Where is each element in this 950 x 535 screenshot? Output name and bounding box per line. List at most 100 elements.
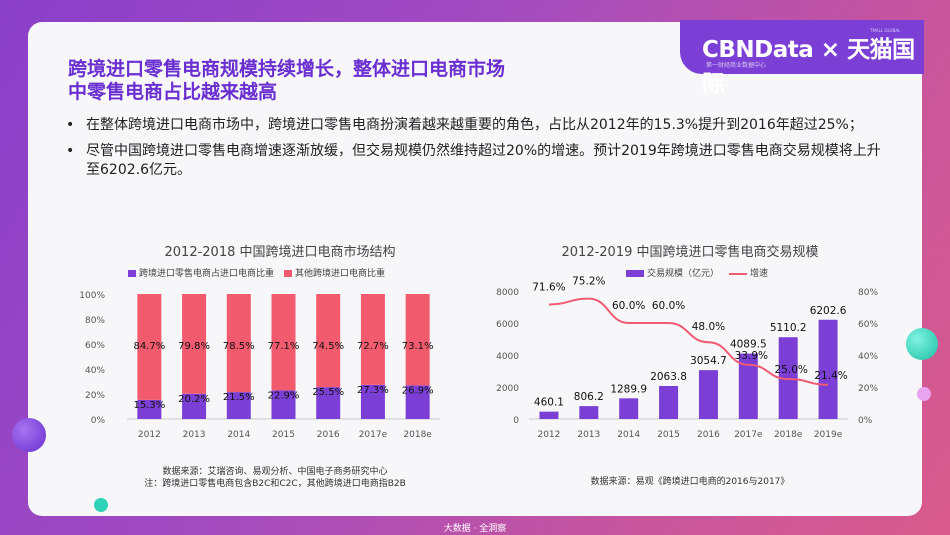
x-tick-label: 2016 — [317, 430, 340, 440]
bar-other — [182, 294, 207, 394]
y-tick-label: 2000 — [496, 384, 519, 394]
data-label: 72.7% — [357, 341, 389, 352]
chart2-title: 2012-2019 中国跨境进口零售电商交易规模 — [561, 245, 819, 260]
bar-retail — [137, 399, 162, 419]
line-label: 75.2% — [572, 276, 605, 288]
data-label: 84.7% — [133, 341, 165, 352]
bar-other — [137, 294, 162, 400]
decorative-circle — [12, 418, 46, 452]
bar-label: 3054.7 — [690, 355, 727, 367]
x-tick-label: 2015 — [272, 430, 295, 440]
bar-other — [226, 294, 251, 393]
bar — [579, 406, 599, 419]
data-label: 73.1% — [402, 341, 434, 352]
data-label: 77.1% — [268, 341, 300, 352]
bar — [818, 319, 838, 419]
line-label: 21.4% — [814, 370, 847, 382]
bar-retail — [226, 392, 251, 419]
x-tick-label: 2014 — [227, 430, 250, 440]
y-tick-label: 40% — [85, 366, 105, 376]
bar-label: 806.2 — [574, 391, 604, 403]
bullet-item: 尽管中国跨境进口零售电商增速逐渐放缓，但交易规模仍然维持超过20%的增速。预计2… — [66, 142, 886, 180]
decorative-circle — [906, 328, 938, 360]
y2-tick-label: 60% — [858, 320, 878, 330]
growth-line — [548, 297, 829, 386]
footer-slogan: 大数据 · 全洞察 — [443, 524, 507, 534]
bar-retail — [271, 390, 296, 419]
title-line-2: 中零售电商占比越来越高 — [68, 81, 278, 103]
y-tick-label: 100% — [79, 291, 105, 301]
bar-retail — [360, 384, 385, 419]
chart2-source: 数据来源：易观《跨境进口电商的2016与2017》 — [590, 477, 790, 487]
legend-item: 其他跨境进口电商比重 — [284, 266, 385, 279]
bar-label: 5110.2 — [770, 322, 807, 334]
x-tick-label: 2018e — [774, 430, 803, 440]
y2-tick-label: 0% — [858, 416, 873, 426]
chart1-legend: 跨境进口零售电商占进口电商比重 其他跨境进口电商比重 — [128, 266, 385, 279]
bar — [738, 353, 758, 419]
bar — [659, 385, 679, 419]
bullet-item: 在整体跨境进口电商市场中，跨境进口零售电商扮演着越来越重要的角色，占比从2012… — [66, 116, 886, 135]
y-tick-label: 0% — [91, 416, 106, 426]
chart2-legend: 交易规模（亿元） 增速 — [626, 266, 768, 279]
content-card — [28, 22, 922, 516]
legend-item: 增速 — [729, 266, 768, 279]
x-tick-label: 2017e — [359, 430, 388, 440]
title-line-1: 跨境进口零售电商规模持续增长，整体进口电商市场 — [68, 58, 506, 80]
logo-tmall-tag: TMALL GLOBAL — [870, 28, 901, 33]
data-label: 20.2% — [178, 394, 210, 405]
x-tick-label: 2015 — [657, 430, 680, 440]
data-label: 78.5% — [223, 341, 255, 352]
x-tick-label: 2016 — [697, 430, 720, 440]
bar-label: 6202.6 — [810, 305, 847, 317]
logo-tagline: 第一财经商业数据中心 — [706, 62, 767, 69]
line-label: 60.0% — [612, 300, 645, 312]
data-label: 27.3% — [357, 385, 389, 396]
y2-tick-label: 80% — [858, 288, 878, 298]
bar — [539, 411, 559, 419]
chart1-title: 2012-2018 中国跨境进口电商市场结构 — [164, 245, 396, 260]
data-label: 26.9% — [402, 385, 434, 396]
bar-other — [316, 294, 341, 388]
legend-item: 跨境进口零售电商占进口电商比重 — [128, 266, 274, 279]
y-tick-label: 8000 — [496, 288, 519, 298]
y2-tick-label: 20% — [858, 384, 878, 394]
x-tick-label: 2017e — [734, 430, 763, 440]
x-tick-label: 2014 — [617, 430, 640, 440]
bar-label: 4089.5 — [730, 339, 767, 351]
y-tick-label: 20% — [85, 391, 105, 401]
data-label: 22.9% — [268, 390, 300, 401]
x-tick-label: 2013 — [183, 430, 206, 440]
x-tick-label: 2018e — [403, 430, 432, 440]
line-label: 33.9% — [735, 350, 768, 362]
y2-tick-label: 40% — [858, 352, 878, 362]
line-label: 60.0% — [652, 300, 685, 312]
y-tick-label: 0 — [513, 416, 519, 426]
x-tick-label: 2013 — [577, 430, 600, 440]
bar-retail — [316, 387, 341, 419]
line-label: 71.6% — [532, 281, 565, 293]
data-label: 21.5% — [223, 392, 255, 403]
data-label: 15.3% — [133, 400, 165, 411]
logo-brand: CBNData × 天猫国际 — [702, 37, 915, 97]
chart1-source: 数据来源：艾瑞咨询、易观分析、中国电子商务研究中心 注：跨境进口零售电商包含B2C… — [144, 467, 406, 489]
bar-other — [405, 294, 430, 386]
y-tick-label: 6000 — [496, 320, 519, 330]
data-label: 74.5% — [312, 341, 344, 352]
bar-retail — [405, 385, 430, 419]
decorative-circle — [917, 387, 931, 401]
bar-label: 2063.8 — [650, 371, 687, 383]
bar-other — [271, 294, 296, 391]
x-tick-label: 2019e — [814, 430, 843, 440]
y-tick-label: 80% — [85, 316, 105, 326]
data-label: 25.5% — [312, 387, 344, 398]
bar — [619, 398, 639, 419]
bar-other — [360, 294, 385, 385]
legend-item: 交易规模（亿元） — [626, 266, 719, 279]
line-label: 25.0% — [775, 364, 808, 376]
bar-retail — [182, 393, 207, 419]
data-label: 79.8% — [178, 341, 210, 352]
bar-label: 460.1 — [534, 397, 564, 409]
